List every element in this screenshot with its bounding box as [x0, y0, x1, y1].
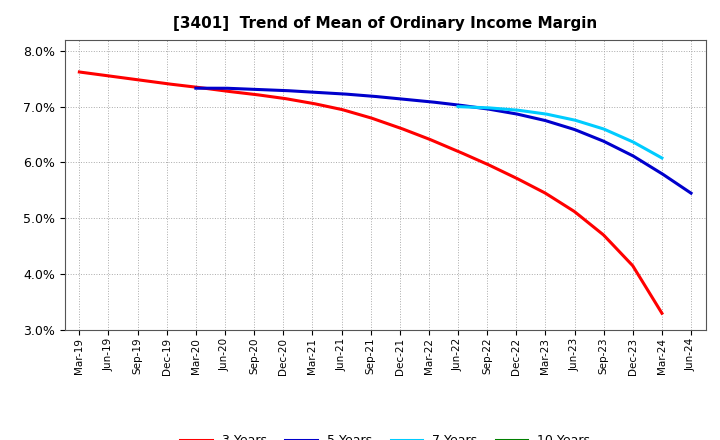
3 Years: [422, 136, 431, 141]
7 Years: [626, 138, 634, 143]
5 Years: [485, 106, 493, 112]
7 Years: [639, 145, 647, 150]
7 Years: [454, 104, 463, 109]
3 Years: [603, 236, 612, 242]
5 Years: [192, 85, 200, 91]
7 Years: [575, 119, 583, 124]
Title: [3401]  Trend of Mean of Ordinary Income Margin: [3401] Trend of Mean of Ordinary Income …: [173, 16, 598, 32]
3 Years: [77, 70, 86, 75]
Line: 5 Years: 5 Years: [196, 88, 691, 193]
7 Years: [657, 155, 666, 161]
7 Years: [575, 119, 584, 124]
3 Years: [75, 70, 84, 75]
3 Years: [431, 139, 440, 145]
Legend: 3 Years, 5 Years, 7 Years, 10 Years: 3 Years, 5 Years, 7 Years, 10 Years: [176, 429, 595, 440]
Line: 3 Years: 3 Years: [79, 72, 662, 313]
7 Years: [578, 120, 587, 125]
3 Years: [657, 311, 666, 316]
5 Years: [609, 143, 618, 149]
Line: 7 Years: 7 Years: [458, 106, 662, 158]
3 Years: [566, 206, 575, 212]
3 Years: [420, 135, 428, 140]
5 Years: [495, 108, 503, 114]
5 Years: [486, 107, 495, 112]
5 Years: [640, 161, 649, 166]
5 Years: [687, 191, 696, 196]
7 Years: [454, 104, 462, 109]
5 Years: [193, 85, 202, 91]
